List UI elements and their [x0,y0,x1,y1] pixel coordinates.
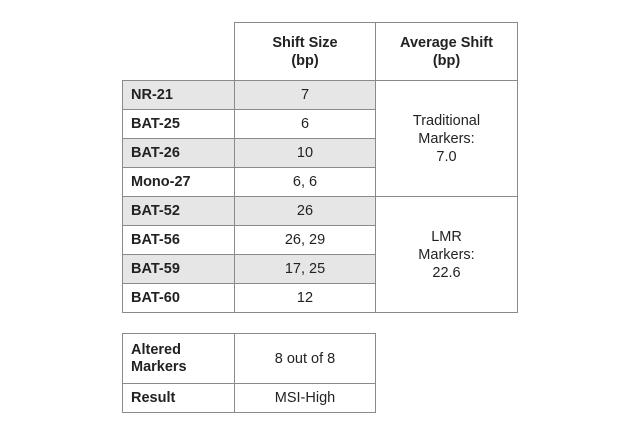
header-line: Shift Size [272,34,338,51]
average-shift-line: LMR [431,228,462,245]
table-row: NR-21 7 Traditional Markers: 7.0 [122,80,518,197]
table-row: BAT-25 6 [122,109,518,139]
shift-size-value: 10 [234,138,376,168]
marker-name: BAT-56 [122,225,235,255]
label-line: Markers [131,358,187,375]
average-shift-group: LMR Markers: 22.6 [375,196,518,313]
marker-shift-table: Shift Size (bp) Average Shift (bp) NR-21 7 T… [122,22,518,313]
average-shift-line: Traditional [412,112,481,129]
header-line: Average Shift [400,34,493,51]
header-average-shift: Average Shift (bp) [375,22,518,81]
summary-table: Altered Markers 8 out of 8 Result MSI-Hig… [122,333,376,413]
altered-markers-row: Altered Markers 8 out of 8 [122,333,376,384]
marker-name: BAT-60 [122,283,235,313]
result-label: Result [122,383,235,413]
marker-name: BAT-59 [122,254,235,284]
result-row: Result MSI-High [122,383,376,413]
average-shift-line: Markers: [418,130,475,147]
table-row: BAT-52 26 LMR Markers: 22.6 [122,196,518,313]
shift-size-value: 6 [234,109,376,139]
label-line: Altered [131,341,181,358]
marker-name: NR-21 [122,80,235,110]
header-row: Shift Size (bp) Average Shift (bp) [122,22,518,81]
table-row: BAT-60 12 [122,283,518,313]
marker-name: BAT-25 [122,109,235,139]
marker-name: BAT-26 [122,138,235,168]
table-row: BAT-56 26, 29 [122,225,518,255]
marker-name: BAT-52 [122,196,235,226]
header-blank [122,22,235,81]
marker-name: Mono-27 [122,167,235,197]
shift-size-value: 7 [234,80,376,110]
header-shift-size: Shift Size (bp) [234,22,376,81]
shift-size-value: 26 [234,196,376,226]
table-row: Mono-27 6, 6 [122,167,518,197]
header-line: (bp) [432,52,461,69]
altered-markers-value: 8 out of 8 [234,333,376,384]
average-shift-line: Markers: [418,246,475,263]
shift-size-value: 6, 6 [234,167,376,197]
shift-size-value: 17, 25 [234,254,376,284]
shift-size-value: 26, 29 [234,225,376,255]
average-shift-group: Traditional Markers: 7.0 [375,80,518,197]
table-row: BAT-26 10 [122,138,518,168]
result-value: MSI-High [234,383,376,413]
shift-size-value: 12 [234,283,376,313]
altered-markers-label: Altered Markers [122,333,235,384]
header-line: (bp) [291,52,319,69]
average-shift-line: 7.0 [436,148,457,165]
average-shift-line: 22.6 [432,264,461,281]
